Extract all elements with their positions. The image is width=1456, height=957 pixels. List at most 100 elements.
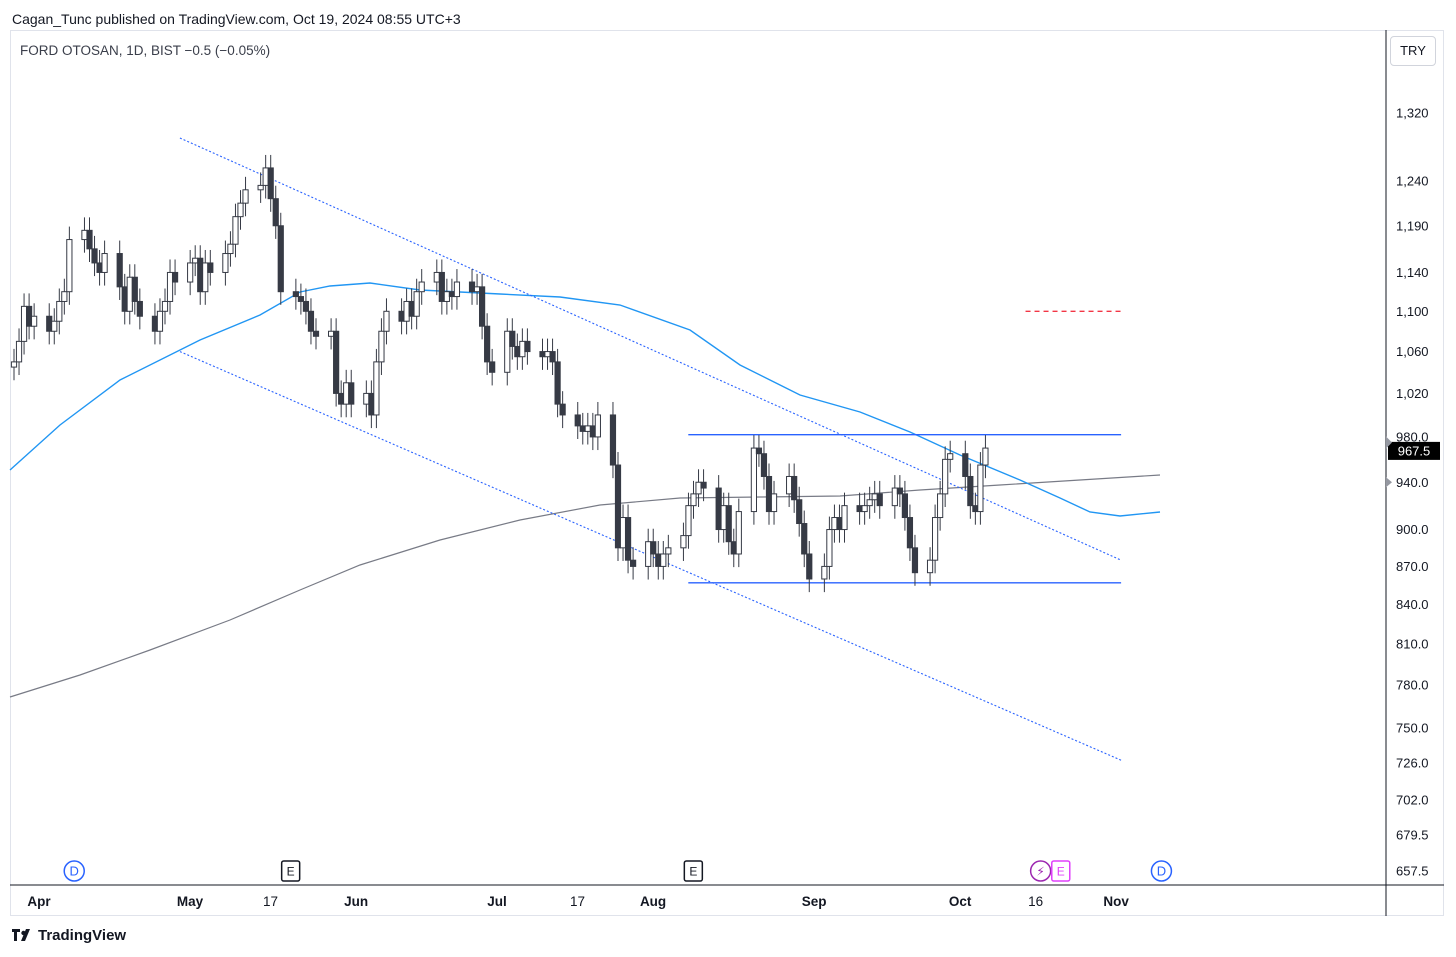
candle[interactable]	[574, 401, 581, 440]
earnings-event-icon[interactable]: E	[683, 860, 704, 882]
candle[interactable]	[871, 480, 878, 513]
candle[interactable]	[891, 475, 898, 519]
candle[interactable]	[61, 278, 68, 315]
candle[interactable]	[660, 541, 667, 580]
candle[interactable]	[20, 293, 28, 355]
candle[interactable]	[333, 318, 340, 407]
candle[interactable]	[363, 380, 370, 418]
candle[interactable]	[343, 369, 350, 418]
candle[interactable]	[856, 492, 863, 525]
candle[interactable]	[433, 259, 440, 296]
candle[interactable]	[720, 492, 727, 543]
candle[interactable]	[56, 288, 63, 335]
candle[interactable]	[926, 547, 934, 586]
candle[interactable]	[554, 348, 561, 418]
candle[interactable]	[307, 298, 315, 345]
candle[interactable]	[836, 504, 843, 543]
candle[interactable]	[187, 249, 194, 296]
candle[interactable]	[589, 412, 596, 451]
candle[interactable]	[760, 440, 768, 490]
candle[interactable]	[524, 328, 531, 365]
candle[interactable]	[96, 249, 103, 286]
candle[interactable]	[826, 516, 833, 580]
candle[interactable]	[257, 172, 264, 203]
candle[interactable]	[962, 440, 969, 490]
candle[interactable]	[942, 446, 949, 508]
candle[interactable]	[549, 338, 556, 376]
candle[interactable]	[302, 288, 310, 325]
candle[interactable]	[338, 380, 345, 418]
candle[interactable]	[418, 269, 425, 305]
earnings-upcoming-event-icon[interactable]: E	[1051, 860, 1071, 882]
candle[interactable]	[227, 231, 234, 267]
candle[interactable]	[66, 226, 73, 305]
candle[interactable]	[876, 480, 883, 519]
candle[interactable]	[31, 303, 38, 340]
candle[interactable]	[156, 298, 164, 345]
candle[interactable]	[161, 288, 169, 325]
candle[interactable]	[967, 463, 974, 519]
candle[interactable]	[131, 264, 138, 315]
candle[interactable]	[484, 313, 491, 376]
candle[interactable]	[277, 212, 284, 305]
candle[interactable]	[735, 498, 742, 568]
candle[interactable]	[509, 318, 516, 360]
candle[interactable]	[614, 452, 622, 561]
candle[interactable]	[15, 328, 23, 376]
candle[interactable]	[91, 235, 98, 277]
candle[interactable]	[413, 278, 420, 330]
symbol-legend[interactable]: FORD OTOSAN, 1D, BIST −0.5 (−0.05%)	[20, 43, 271, 58]
candle[interactable]	[272, 185, 279, 239]
candle[interactable]	[166, 259, 174, 315]
candle[interactable]	[207, 249, 214, 286]
candle[interactable]	[403, 288, 410, 335]
candle[interactable]	[866, 486, 873, 519]
candle[interactable]	[539, 338, 546, 370]
candle[interactable]	[121, 273, 128, 325]
candle[interactable]	[700, 469, 707, 502]
candle[interactable]	[202, 249, 209, 305]
candle[interactable]	[896, 475, 903, 508]
candle[interactable]	[685, 492, 692, 549]
candle[interactable]	[519, 328, 526, 370]
candle[interactable]	[831, 504, 838, 543]
candle[interactable]	[791, 463, 798, 513]
candle[interactable]	[378, 318, 385, 376]
candle[interactable]	[232, 203, 239, 258]
candle[interactable]	[479, 273, 486, 340]
candle[interactable]	[51, 308, 58, 345]
candle[interactable]	[328, 318, 335, 350]
candle[interactable]	[624, 504, 632, 574]
candle[interactable]	[116, 240, 123, 300]
candle[interactable]	[101, 240, 108, 286]
candle[interactable]	[901, 480, 908, 531]
candle[interactable]	[594, 401, 601, 451]
candle[interactable]	[297, 283, 304, 315]
candle[interactable]	[46, 303, 53, 345]
candle[interactable]	[489, 348, 496, 386]
candle[interactable]	[695, 469, 702, 508]
candle[interactable]	[609, 401, 617, 479]
candle[interactable]	[841, 492, 848, 543]
candle[interactable]	[801, 510, 808, 568]
candle[interactable]	[136, 288, 143, 330]
candle[interactable]	[861, 492, 868, 525]
candle[interactable]	[262, 154, 269, 199]
candle[interactable]	[171, 259, 179, 296]
candle[interactable]	[312, 318, 320, 350]
candle[interactable]	[237, 190, 244, 230]
flash-event-icon[interactable]: ⚡	[1029, 860, 1052, 882]
candle[interactable]	[267, 154, 274, 212]
candle[interactable]	[579, 412, 586, 445]
candle[interactable]	[192, 245, 199, 277]
candle[interactable]	[730, 528, 737, 568]
candle[interactable]	[453, 269, 461, 310]
candle[interactable]	[126, 264, 133, 325]
candle[interactable]	[197, 245, 204, 305]
candle[interactable]	[932, 504, 939, 574]
candle[interactable]	[368, 380, 375, 429]
candle[interactable]	[473, 273, 481, 305]
candle[interactable]	[906, 504, 914, 561]
candle[interactable]	[408, 288, 415, 330]
candle[interactable]	[438, 259, 445, 315]
